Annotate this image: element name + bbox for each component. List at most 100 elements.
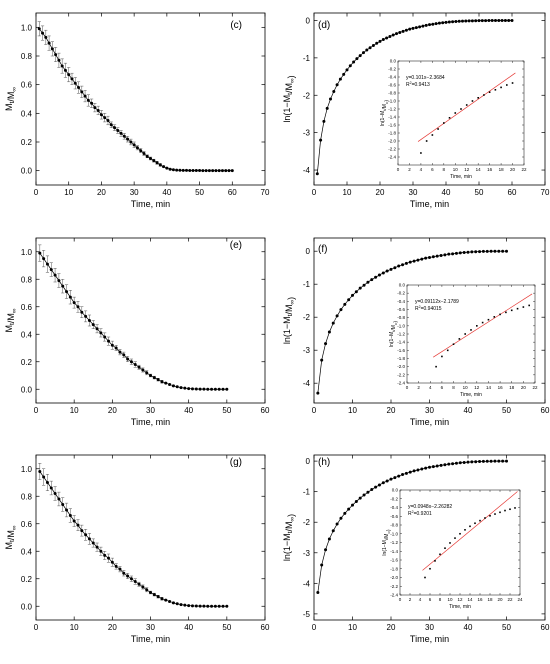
inset-data-point: [441, 355, 443, 358]
x-tick-label: 60: [261, 406, 270, 415]
y-label-part: ): [393, 321, 399, 323]
y-tick-label: 0.2: [21, 358, 33, 367]
panel-label: (f): [318, 244, 327, 255]
x-tick-label: 22: [521, 167, 527, 172]
x-axis-label: Time, min: [131, 199, 170, 209]
data-point: [95, 545, 99, 549]
data-point: [84, 314, 88, 318]
data-point: [412, 469, 416, 473]
data-point: [103, 116, 107, 120]
inset-data-point: [446, 349, 449, 352]
x-tick-label: 2: [408, 167, 411, 172]
data-point: [37, 27, 41, 31]
y-tick-label: 1.0: [21, 23, 33, 32]
data-point: [70, 77, 74, 81]
data-point: [221, 387, 225, 391]
data-point: [217, 169, 221, 173]
y-tick-label: -2.4: [388, 155, 396, 160]
r2-sup: 2: [412, 510, 414, 514]
data-point: [99, 549, 103, 553]
x-tick-label: 20: [376, 188, 385, 197]
data-point: [99, 331, 103, 335]
inset-data-point: [506, 84, 508, 86]
y-label-subscript: t: [9, 540, 16, 542]
data-point: [122, 571, 126, 575]
inset-data-point: [487, 318, 490, 321]
data-point: [388, 35, 392, 39]
y-label-subscript: ∞: [394, 322, 398, 325]
data-point: [408, 27, 412, 31]
data-point: [183, 603, 187, 607]
data-point: [487, 19, 491, 23]
y-label-part: /M: [284, 305, 294, 315]
data-point: [320, 563, 324, 567]
y-label-subscript: t: [287, 314, 294, 316]
data-point: [202, 387, 206, 391]
data-point: [416, 258, 420, 262]
y-tick-label: -3: [303, 346, 311, 355]
x-tick-label: 40: [162, 188, 171, 197]
data-point: [451, 462, 455, 466]
data-point: [441, 21, 445, 25]
data-point: [72, 519, 76, 523]
data-point: [362, 283, 366, 287]
inset-data-point: [434, 560, 436, 562]
data-point: [65, 508, 69, 512]
data-point: [227, 169, 231, 173]
y-label-part: /M: [6, 92, 16, 102]
y-label-part: /M: [284, 83, 294, 93]
data-point: [451, 252, 455, 256]
data-point: [211, 169, 215, 173]
r2-rest: =0.94015: [421, 306, 442, 312]
y-tick-label: -0.8: [388, 91, 396, 96]
inset-data-point: [504, 509, 506, 512]
data-point: [106, 119, 110, 122]
x-tick-label: 50: [222, 623, 231, 632]
x-tick-label: 14: [467, 597, 473, 602]
panel-label: (h): [318, 457, 330, 468]
data-point: [316, 591, 320, 594]
data-point: [72, 301, 76, 305]
y-tick-label: 0.8: [21, 275, 33, 284]
inset-data-point: [516, 307, 519, 310]
x-tick-label: 60: [541, 623, 550, 632]
data-point: [374, 485, 378, 489]
y-label-subscript: t: [287, 531, 294, 533]
y-tick-label: -0.6: [390, 514, 398, 519]
inset-data-point: [459, 532, 461, 535]
data-point: [213, 604, 217, 608]
data-point: [401, 473, 405, 477]
y-tick-label: -1: [303, 54, 311, 63]
y-tick-label: -2: [303, 91, 311, 100]
x-tick-label: 20: [387, 406, 396, 415]
inset-f: 0 2 4 6 8 10 12 14 16 18 20 22 0.0 -0.2 -0.4 -0.6 -0.8 -1…: [389, 283, 538, 399]
inset-data-point: [420, 152, 422, 154]
y-axis-label: ln(1−Mt/M∞): [282, 297, 296, 344]
data-point: [416, 468, 420, 472]
y-tick-label: -4: [303, 166, 311, 175]
x-tick-label: 30: [425, 623, 434, 632]
data-point: [206, 387, 210, 391]
inset-data-point: [509, 508, 511, 511]
data-point: [393, 476, 397, 480]
data-point: [404, 471, 408, 475]
data-point: [114, 564, 118, 568]
data-point: [447, 252, 451, 256]
x-tick-label: 18: [487, 597, 493, 602]
data-point: [210, 387, 214, 391]
panel-label: (e): [230, 240, 242, 251]
x-tick-label: 8: [439, 597, 442, 602]
data-point: [347, 507, 351, 511]
y-label-part: M: [4, 325, 14, 333]
data-point: [408, 470, 412, 474]
inset-data-point: [443, 122, 445, 124]
data-point: [503, 18, 507, 22]
x-tick-label: 18: [509, 385, 515, 390]
y-tick-label: -4: [303, 579, 311, 588]
data-point: [474, 250, 478, 254]
y-axis-label: Mt/M∞: [4, 87, 18, 111]
data-point: [194, 604, 198, 608]
data-point: [225, 604, 229, 608]
fit-line: [432, 293, 533, 358]
x-tick-label: 4: [419, 597, 422, 602]
